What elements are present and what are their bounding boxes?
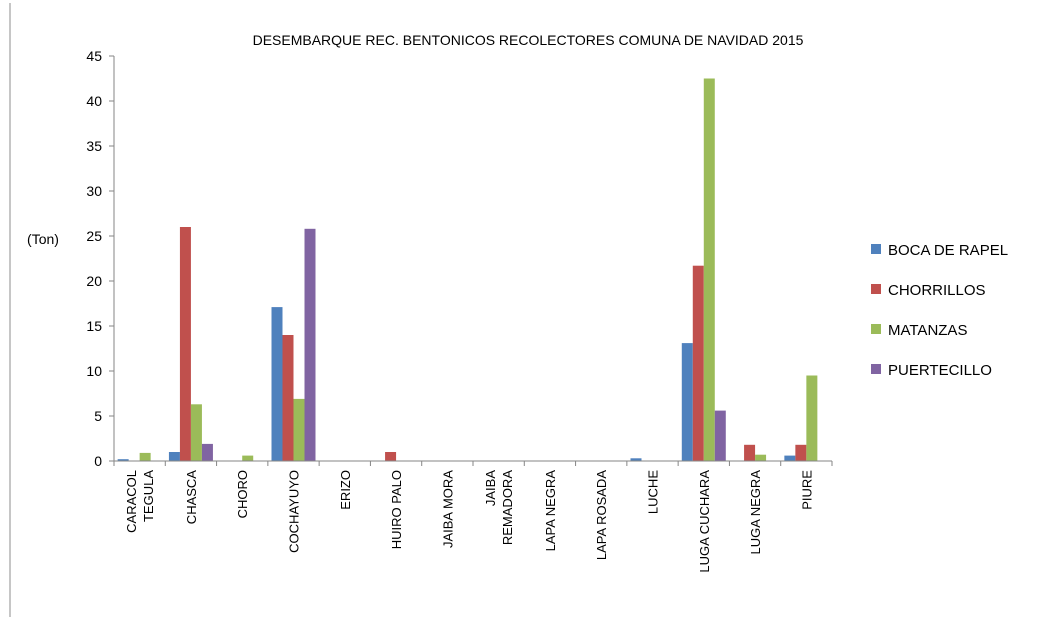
x-category-label: ERIZO (338, 470, 353, 510)
x-category-label: CHORO (235, 470, 250, 518)
bar-chorrillos (744, 444, 756, 461)
bar-boca-de-rapel (168, 452, 180, 461)
bar-puertecillo (201, 443, 213, 461)
bar-matanzas (190, 404, 202, 461)
chart-title: DESEMBARQUE REC. BENTONICOS RECOLECTORES… (253, 32, 804, 48)
x-category-label: LAPA NEGRA (543, 470, 558, 552)
y-tick-label: 40 (86, 93, 102, 109)
y-axis-ticks: 0 5 10 15 20 25 30 35 40 45 (86, 48, 114, 469)
bars (117, 78, 818, 461)
y-axis-label: (Ton) (27, 231, 59, 247)
legend-swatch (871, 364, 881, 374)
x-category-label: LUGA NEGRA (748, 470, 763, 555)
legend-swatch (871, 244, 881, 254)
x-axis-categories: CARACOL TEGULA CHASCA CHORO COCHAYUYO ERIZO HU… (124, 470, 814, 573)
x-category-label: COCHAYUYO (287, 470, 302, 553)
x-category-label: REMADORA (500, 470, 515, 545)
bar-chorrillos (385, 452, 397, 461)
x-category-label: CHASCA (184, 470, 199, 525)
x-category-label: TEGULA (141, 470, 156, 522)
legend-label: MATANZAS (888, 322, 967, 339)
bar-puertecillo (714, 410, 726, 461)
bar-matanzas (139, 452, 151, 461)
bar-boca-de-rapel (117, 459, 129, 461)
x-category-label: LUGA CUCHARA (697, 470, 712, 573)
y-tick-label: 20 (86, 273, 102, 289)
y-tick-label: 25 (86, 228, 102, 244)
y-tick-label: 10 (86, 363, 102, 379)
bar-chorrillos (795, 444, 807, 461)
y-tick-label: 15 (86, 318, 102, 334)
bar-boca-de-rapel (271, 307, 283, 461)
x-category-label: LUCHE (646, 470, 661, 514)
bar-puertecillo (304, 228, 316, 461)
bar-matanzas (293, 398, 305, 461)
x-category-label: JAIBA (483, 470, 498, 506)
y-tick-label: 0 (94, 453, 102, 469)
legend-label: PUERTECILLO (888, 362, 992, 379)
legend-label: BOCA DE RAPEL (888, 242, 1008, 259)
legend-swatch (871, 284, 881, 294)
bar-chorrillos (179, 227, 191, 461)
bar-chorrillos (692, 265, 704, 461)
x-category-label: CARACOL (124, 470, 139, 533)
x-category-label: JAIBA MORA (440, 470, 455, 548)
x-category-label: LAPA ROSADA (594, 470, 609, 560)
axes (113, 56, 833, 466)
bar-boca-de-rapel (784, 455, 796, 461)
bar-matanzas (755, 454, 767, 461)
y-tick-label: 5 (94, 408, 102, 424)
bar-matanzas (703, 78, 715, 461)
bar-chorrillos (282, 335, 294, 461)
x-category-label: PIURE (799, 470, 814, 510)
bar-matanzas (242, 455, 254, 461)
legend-label: CHORRILLOS (888, 282, 986, 299)
bar-boca-de-rapel (681, 343, 693, 461)
y-tick-label: 30 (86, 183, 102, 199)
bar-matanzas (806, 375, 818, 461)
legend: BOCA DE RAPEL CHORRILLOS MATANZAS PUERTECIL… (871, 242, 1008, 379)
x-category-label: HUIRO PALO (389, 470, 404, 549)
legend-swatch (871, 324, 881, 334)
y-tick-label: 45 (86, 48, 102, 64)
bar-boca-de-rapel (630, 458, 642, 461)
y-tick-label: 35 (86, 138, 102, 154)
